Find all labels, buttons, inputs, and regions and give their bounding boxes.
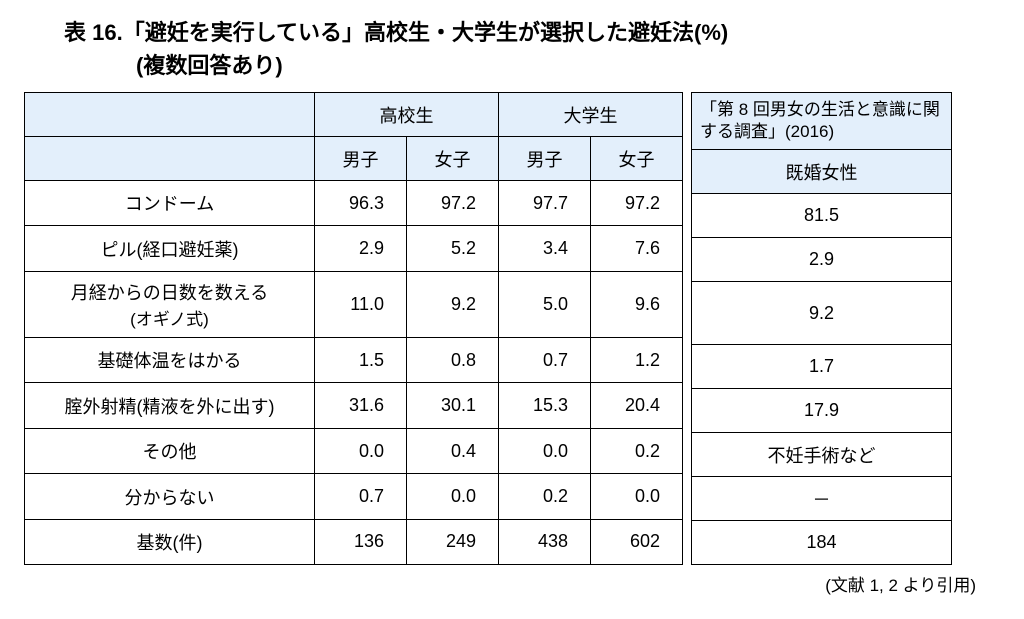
cell: 438	[499, 519, 591, 564]
cell: 0.0	[499, 428, 591, 473]
table-row: 基数(件) 136 249 438 602	[25, 519, 683, 564]
cell: 31.6	[315, 383, 407, 428]
cell: 0.0	[407, 474, 499, 519]
cell: 0.7	[315, 474, 407, 519]
cell: 0.2	[591, 428, 683, 473]
row-label: コンドーム	[25, 181, 315, 226]
cell: 1.2	[591, 337, 683, 382]
footnote: (文献 1, 2 より引用)	[24, 571, 1000, 596]
cell: 0.4	[407, 428, 499, 473]
cell: 249	[407, 519, 499, 564]
sub-header-row: 男子 女子 男子 女子	[25, 137, 683, 181]
table-row: 分からない 0.7 0.0 0.2 0.0	[25, 474, 683, 519]
cell: 97.7	[499, 181, 591, 226]
cell: 9.2	[407, 271, 499, 337]
cell: 96.3	[315, 181, 407, 226]
sub-header-hs-f: 女子	[407, 137, 499, 181]
group-header-row: 高校生 大学生	[25, 93, 683, 137]
reference-table: 「第 8 回男女の生活と意識に関する調査」(2016) 既婚女性 81.5 2.…	[691, 92, 952, 565]
cell: 0.2	[499, 474, 591, 519]
table-title: 表 16.「避妊を実行している」高校生・大学生が選択した避妊法(%) (複数回答…	[24, 16, 1000, 82]
cell: 7.6	[591, 226, 683, 271]
row-label: 基数(件)	[25, 519, 315, 564]
cell: 2.9	[692, 238, 952, 282]
table-body: コンドーム 96.3 97.2 97.7 97.2 ピル(経口避妊薬) 2.9 …	[25, 181, 683, 565]
ref-top-header-row: 「第 8 回男女の生活と意識に関する調査」(2016)	[692, 93, 952, 150]
ref-table-body: 81.5 2.9 9.2 1.7 17.9 不妊手術など － 184	[692, 194, 952, 565]
cell: 602	[591, 519, 683, 564]
table-row: 81.5	[692, 194, 952, 238]
cell: 2.9	[315, 226, 407, 271]
cell: 5.0	[499, 271, 591, 337]
table-row: コンドーム 96.3 97.2 97.7 97.2	[25, 181, 683, 226]
row-label: 分からない	[25, 474, 315, 519]
cell: 17.9	[692, 389, 952, 433]
cell: 0.0	[315, 428, 407, 473]
table-row: 月経からの日数を数える (オギノ式) 11.0 9.2 5.0 9.6	[25, 271, 683, 337]
table-row: 不妊手術など	[692, 433, 952, 477]
table-row: 2.9	[692, 238, 952, 282]
group-header-blank	[25, 93, 315, 137]
cell: 0.8	[407, 337, 499, 382]
table-row: 9.2	[692, 282, 952, 345]
cell: 9.2	[692, 282, 952, 345]
cell: 97.2	[591, 181, 683, 226]
table-row: 腟外射精(精液を外に出す) 31.6 30.1 15.3 20.4	[25, 383, 683, 428]
row-label: 月経からの日数を数える (オギノ式)	[25, 271, 315, 337]
group-header-hs: 高校生	[315, 93, 499, 137]
sub-header-hs-m: 男子	[315, 137, 407, 181]
row-label: 基礎体温をはかる	[25, 337, 315, 382]
ref-sub-header: 既婚女性	[692, 150, 952, 194]
cell: 3.4	[499, 226, 591, 271]
row-label: ピル(経口避妊薬)	[25, 226, 315, 271]
cell: 97.2	[407, 181, 499, 226]
ref-sub-header-row: 既婚女性	[692, 150, 952, 194]
table-row: 184	[692, 521, 952, 565]
cell: 1.7	[692, 345, 952, 389]
cell: 0.0	[591, 474, 683, 519]
cell: －	[692, 477, 952, 521]
cell: 0.7	[499, 337, 591, 382]
row-label: 腟外射精(精液を外に出す)	[25, 383, 315, 428]
cell: 136	[315, 519, 407, 564]
table-row: －	[692, 477, 952, 521]
title-line1: 表 16.「避妊を実行している」高校生・大学生が選択した避妊法(%)	[64, 16, 1000, 49]
table-row: ピル(経口避妊薬) 2.9 5.2 3.4 7.6	[25, 226, 683, 271]
group-header-univ: 大学生	[499, 93, 683, 137]
cell: 5.2	[407, 226, 499, 271]
cell: 不妊手術など	[692, 433, 952, 477]
ref-top-header: 「第 8 回男女の生活と意識に関する調査」(2016)	[692, 93, 952, 150]
cell: 9.6	[591, 271, 683, 337]
cell: 11.0	[315, 271, 407, 337]
row-label-sub: (オギノ式)	[33, 305, 306, 330]
cell: 20.4	[591, 383, 683, 428]
cell: 81.5	[692, 194, 952, 238]
row-label: その他	[25, 428, 315, 473]
cell: 1.5	[315, 337, 407, 382]
title-line2: (複数回答あり)	[64, 49, 1000, 82]
table-row: その他 0.0 0.4 0.0 0.2	[25, 428, 683, 473]
sub-header-u-m: 男子	[499, 137, 591, 181]
table-row: 基礎体温をはかる 1.5 0.8 0.7 1.2	[25, 337, 683, 382]
cell: 15.3	[499, 383, 591, 428]
cell: 30.1	[407, 383, 499, 428]
cell: 184	[692, 521, 952, 565]
tables-container: 高校生 大学生 男子 女子 男子 女子 コンドーム 96.3 97.2 97.7…	[24, 92, 1000, 565]
row-label-main: 月経からの日数を数える	[71, 283, 268, 303]
table-row: 17.9	[692, 389, 952, 433]
table-row: 1.7	[692, 345, 952, 389]
sub-header-u-f: 女子	[591, 137, 683, 181]
main-table: 高校生 大学生 男子 女子 男子 女子 コンドーム 96.3 97.2 97.7…	[24, 92, 683, 565]
sub-header-blank	[25, 137, 315, 181]
